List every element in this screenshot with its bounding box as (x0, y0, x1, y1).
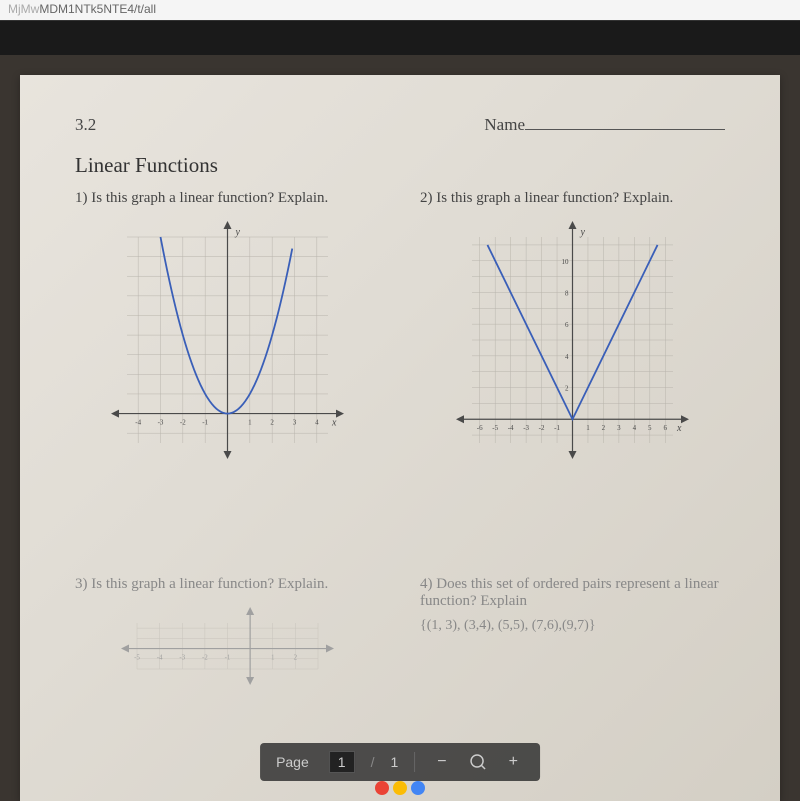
pdf-toolbar: Page 1 / 1 − + (260, 743, 540, 781)
graph-3-container: -5 -4 -3 -2 -1 1 2 (75, 601, 380, 691)
page-total: 1 (390, 754, 398, 770)
chrome-dot-blue (411, 781, 425, 795)
graph-3: -5 -4 -3 -2 -1 1 2 (115, 601, 340, 691)
svg-text:4: 4 (633, 424, 637, 432)
toolbar-divider (414, 752, 415, 772)
question-3-text: 3) Is this graph a linear function? Expl… (75, 576, 380, 593)
svg-text:-3: -3 (523, 424, 529, 432)
question-4-pairs: {(1, 3), (3,4), (5,5), (7,6),(9,7)} (420, 618, 725, 634)
svg-text:-1: -1 (202, 419, 208, 427)
svg-text:-5: -5 (134, 654, 140, 662)
chrome-dot-red (375, 781, 389, 795)
question-2-text: 2) Is this graph a linear function? Expl… (420, 190, 725, 207)
zoom-in-button[interactable]: + (503, 753, 524, 771)
graph-2-container: -6 -5 -4 -3 -2 -1 1 2 3 4 5 6 2 4 6 8 10 y x (420, 215, 725, 465)
svg-text:-3: -3 (179, 654, 185, 662)
svg-text:2: 2 (294, 654, 298, 662)
svg-text:6: 6 (664, 424, 668, 432)
svg-text:-4: -4 (157, 654, 163, 662)
name-field: Name (484, 115, 725, 135)
question-4-text: 4) Does this set of ordered pairs repres… (420, 576, 725, 610)
svg-text:2: 2 (270, 419, 274, 427)
document-viewport: 3.2 Name Linear Functions 1) Is this gra… (0, 55, 800, 801)
url-prefix: MjMw (8, 2, 39, 16)
page-number-input[interactable]: 1 (329, 751, 355, 773)
bottom-questions: 3) Is this graph a linear function? Expl… (75, 576, 725, 701)
graph-1-container: -4 -3 -2 -1 1 2 3 4 y x (75, 215, 380, 465)
zoom-icon[interactable] (469, 753, 487, 771)
svg-text:-2: -2 (202, 654, 208, 662)
svg-text:-2: -2 (180, 419, 186, 427)
svg-text:-6: -6 (477, 424, 483, 432)
svg-text:4: 4 (565, 353, 569, 361)
svg-text:3: 3 (617, 424, 621, 432)
question-1-text: 1) Is this graph a linear function? Expl… (75, 190, 380, 207)
name-underline (525, 129, 725, 130)
graph-2: -6 -5 -4 -3 -2 -1 1 2 3 4 5 6 2 4 6 8 10 y x (450, 215, 695, 465)
url-bar: MjMwMDM1NTk5NTE4/t/all (0, 0, 800, 20)
svg-text:y: y (580, 227, 586, 238)
svg-text:4: 4 (315, 419, 319, 427)
page-separator: / (371, 754, 375, 770)
question-1: 1) Is this graph a linear function? Expl… (75, 190, 380, 465)
worksheet-title: Linear Functions (75, 153, 725, 178)
svg-text:y: y (235, 227, 241, 238)
svg-text:6: 6 (565, 321, 569, 329)
svg-text:-5: -5 (492, 424, 498, 432)
worksheet-page: 3.2 Name Linear Functions 1) Is this gra… (20, 75, 780, 801)
svg-text:1: 1 (248, 419, 252, 427)
questions-grid: 1) Is this graph a linear function? Expl… (75, 190, 725, 475)
svg-text:8: 8 (565, 289, 569, 297)
page-label: Page (276, 754, 309, 770)
browser-hint (350, 781, 450, 801)
worksheet-header: 3.2 Name (75, 115, 725, 135)
svg-text:2: 2 (602, 424, 606, 432)
svg-text:-3: -3 (158, 419, 164, 427)
url-main: MDM1NTk5NTE4/t/all (39, 2, 156, 16)
question-3: 3) Is this graph a linear function? Expl… (75, 576, 380, 691)
section-number: 3.2 (75, 115, 96, 135)
svg-text:x: x (676, 423, 682, 434)
svg-text:3: 3 (293, 419, 297, 427)
svg-text:5: 5 (648, 424, 652, 432)
svg-text:-2: -2 (539, 424, 545, 432)
svg-text:-4: -4 (135, 419, 141, 427)
name-label: Name (484, 115, 525, 134)
svg-text:-1: -1 (225, 654, 231, 662)
svg-text:1: 1 (586, 424, 590, 432)
question-4: 4) Does this set of ordered pairs repres… (420, 576, 725, 691)
browser-dark-strip (0, 20, 800, 55)
zoom-out-button[interactable]: − (431, 753, 452, 771)
svg-text:-1: -1 (554, 424, 560, 432)
svg-text:2: 2 (565, 385, 569, 393)
question-2: 2) Is this graph a linear function? Expl… (420, 190, 725, 465)
svg-text:10: 10 (562, 258, 570, 266)
graph-1: -4 -3 -2 -1 1 2 3 4 y x (105, 215, 350, 465)
svg-text:x: x (331, 418, 337, 429)
svg-text:-4: -4 (508, 424, 514, 432)
chrome-dot-yellow (393, 781, 407, 795)
svg-text:1: 1 (271, 654, 275, 662)
